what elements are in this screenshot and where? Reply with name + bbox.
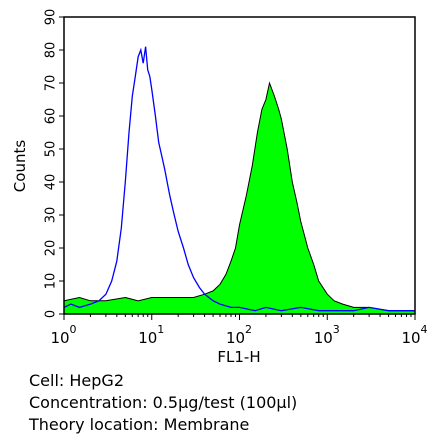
x-tick-label: 10 bbox=[50, 329, 69, 347]
y-tick-label: 80 bbox=[44, 42, 59, 59]
x-tick-label: 10 bbox=[401, 329, 420, 347]
y-tick-label: 10 bbox=[44, 273, 59, 290]
series-layer bbox=[63, 46, 416, 315]
y-tick-label: 0 bbox=[44, 310, 59, 318]
x-tick-label: 10 bbox=[226, 329, 245, 347]
y-tick-label: 60 bbox=[44, 108, 59, 125]
x-tick-label: 10 bbox=[314, 329, 333, 347]
caption-location: Theory location: Membrane bbox=[29, 415, 250, 434]
y-tick-label: 90 bbox=[44, 9, 59, 26]
caption-concentration: Concentration: 0.5μg/test (100μl) bbox=[29, 393, 298, 412]
y-axis-label: Counts bbox=[11, 140, 29, 193]
x-axis-label: FL1-H bbox=[217, 348, 260, 366]
y-tick-label: 30 bbox=[44, 207, 59, 224]
y-tick-label: 50 bbox=[44, 141, 59, 158]
x-tick-exponent: 0 bbox=[70, 323, 77, 336]
series-outline-histogram bbox=[63, 46, 415, 312]
series-filled-histogram bbox=[63, 81, 416, 315]
y-tick-label: 20 bbox=[44, 240, 59, 257]
x-tick-exponent: 1 bbox=[157, 323, 164, 336]
caption-cell: Cell: HepG2 bbox=[29, 371, 124, 390]
x-tick-exponent: 3 bbox=[333, 323, 340, 336]
x-tick-label: 10 bbox=[138, 329, 157, 347]
y-tick-label: 40 bbox=[44, 174, 59, 191]
x-tick-exponent: 4 bbox=[421, 323, 428, 336]
x-tick-exponent: 2 bbox=[245, 323, 252, 336]
y-tick-label: 70 bbox=[44, 75, 59, 92]
